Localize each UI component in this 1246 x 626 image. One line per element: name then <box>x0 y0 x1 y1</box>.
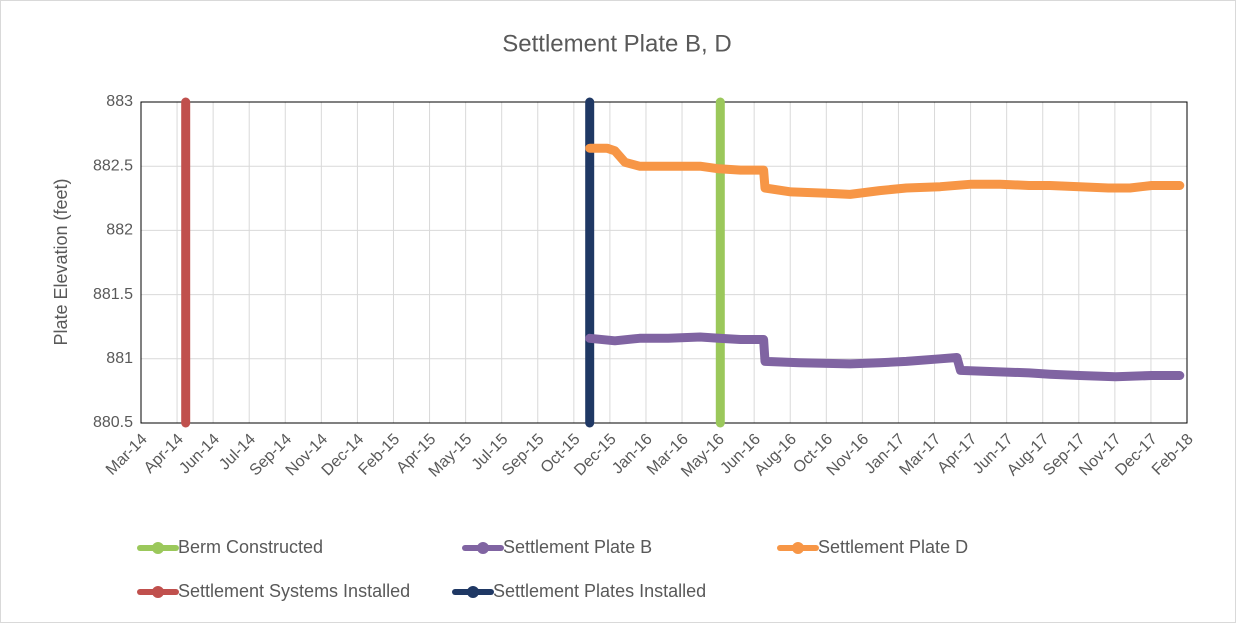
legend-label: Settlement Plate D <box>818 537 968 557</box>
legend-item: Settlement Plate B <box>462 537 652 557</box>
legend-marker <box>467 586 479 598</box>
legend-marker <box>477 542 489 554</box>
y-tick-label: 882 <box>106 222 133 239</box>
chart-title: Settlement Plate B, D <box>502 30 731 57</box>
y-tick-label: 882.5 <box>93 157 133 174</box>
y-tick-label: 880.5 <box>93 414 133 431</box>
legend-item: Settlement Systems Installed <box>137 581 410 601</box>
legend-marker <box>152 586 164 598</box>
legend-item: Berm Constructed <box>137 537 323 557</box>
legend-label: Settlement Plate B <box>503 537 652 557</box>
legend-label: Berm Constructed <box>178 537 323 557</box>
series-line <box>585 143 1185 199</box>
legend-item: Settlement Plates Installed <box>452 581 706 601</box>
legend-item: Settlement Plate D <box>777 537 968 557</box>
legend-marker <box>792 542 804 554</box>
legend-label: Settlement Systems Installed <box>178 581 410 601</box>
series-line <box>585 332 1185 382</box>
legend-label: Settlement Plates Installed <box>493 581 706 601</box>
legend-marker <box>152 542 164 554</box>
y-tick-label: 881 <box>106 350 133 367</box>
y-tick-label: 883 <box>106 93 133 110</box>
y-tick-label: 881.5 <box>93 286 133 303</box>
plot-border <box>140 101 1188 424</box>
y-axis-label: Plate Elevation (feet) <box>51 178 71 345</box>
